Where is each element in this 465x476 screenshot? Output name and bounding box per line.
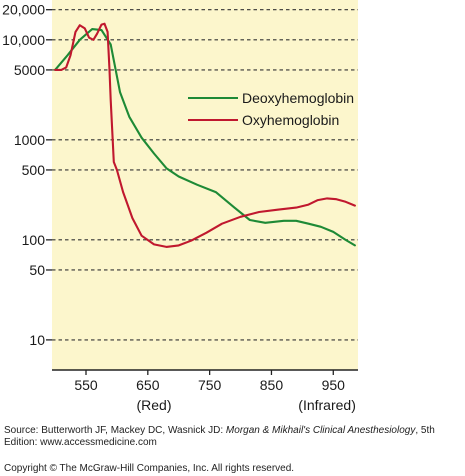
band-label: (Red) [136, 397, 171, 413]
y-axis-tick-labels: 20,000 10,000 5000 1000 500 100 50 10 [2, 2, 45, 348]
x-tick-label: 650 [136, 377, 160, 393]
x-axis-tick-labels: 550 650 750 850 950 [74, 377, 345, 393]
x-tick-label: 950 [322, 377, 346, 393]
source-suffix: , 5th Edition: www.accessmedicine.com [4, 425, 435, 448]
gridlines [52, 9, 358, 341]
x-tick-label: 850 [260, 377, 284, 393]
y-tick-label: 100 [22, 232, 46, 248]
chart-legend: Deoxyhemoglobin Oxyhemoglobin [188, 90, 354, 128]
plot-area [52, 0, 358, 370]
source-citation: Source: Butterworth JF, Mackey DC, Wasni… [4, 425, 462, 449]
x-tick-label: 550 [74, 377, 98, 393]
source-book-title: Morgan & Mikhail's Clinical Anesthesiolo… [225, 425, 416, 436]
absorption-chart: 20,000 10,000 5000 1000 500 100 50 10 550 650 750… [2, 0, 358, 413]
oxyhemoglobin-line [54, 22, 356, 248]
x-tick-label: 750 [198, 377, 222, 393]
x-axis-ticks [85, 370, 334, 375]
y-tick-label: 1000 [14, 132, 45, 148]
band-label: (Infrared) [298, 397, 356, 413]
y-tick-label: 50 [29, 262, 45, 278]
y-tick-label: 20,000 [2, 2, 45, 18]
y-tick-label: 5000 [14, 62, 45, 78]
y-tick-label: 10,000 [2, 32, 45, 48]
copyright-notice: Copyright © The McGraw-Hill Companies, I… [4, 463, 295, 474]
y-tick-label: 500 [22, 162, 46, 178]
y-axis-ticks [46, 9, 52, 341]
y-tick-label: 10 [29, 332, 45, 348]
legend-label-oxyhemoglobin: Oxyhemoglobin [242, 112, 339, 128]
series-lines [54, 22, 356, 248]
legend-label-deoxyhemoglobin: Deoxyhemoglobin [242, 90, 354, 106]
source-prefix: Source: Butterworth JF, Mackey DC, Wasni… [4, 425, 226, 436]
band-labels: (Red) (Infrared) [136, 397, 355, 413]
